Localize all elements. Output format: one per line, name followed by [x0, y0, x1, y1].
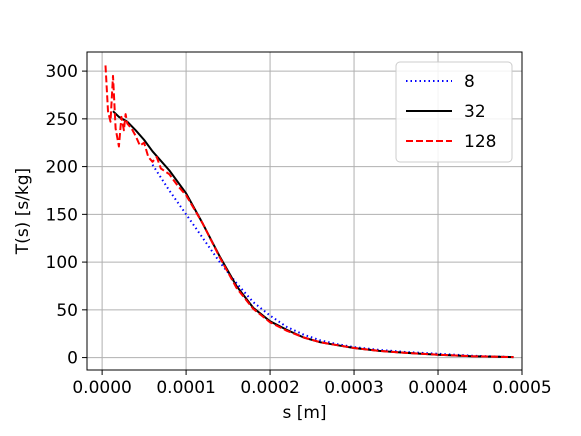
y-tick-label: 150	[46, 205, 78, 225]
x-tick-label: 0.0005	[492, 378, 551, 398]
axis-ticks: 0.0000 0.0001 0.0002 0.0003 0.0004 0.0005 0 50 1…	[46, 62, 552, 398]
y-tick-label: 50	[56, 301, 78, 321]
series-line-8	[151, 164, 514, 359]
legend-label: 32	[464, 102, 486, 122]
x-tick-label: 0.0000	[72, 378, 131, 398]
y-tick-label: 200	[46, 158, 78, 178]
grid-lines	[87, 52, 523, 370]
x-axis-title: s [m]	[282, 403, 326, 423]
y-tick-label: 300	[46, 62, 78, 82]
legend-label: 8	[464, 72, 475, 92]
series-layer	[104, 65, 514, 359]
y-axis-title: T(s) [s/kg]	[13, 168, 33, 255]
y-tick-label: 0	[67, 349, 78, 369]
legend-box	[395, 61, 513, 163]
x-tick-label: 0.0004	[408, 378, 467, 398]
legend-label: 128	[464, 132, 496, 152]
x-tick-label: 0.0002	[240, 378, 299, 398]
x-tick-label: 0.0003	[324, 378, 383, 398]
y-tick-label: 100	[46, 253, 78, 273]
y-tick-label: 250	[46, 110, 78, 130]
plot-frame	[86, 51, 523, 371]
x-tick-label: 0.0001	[156, 378, 215, 398]
legend: 8 32 128	[395, 61, 513, 163]
